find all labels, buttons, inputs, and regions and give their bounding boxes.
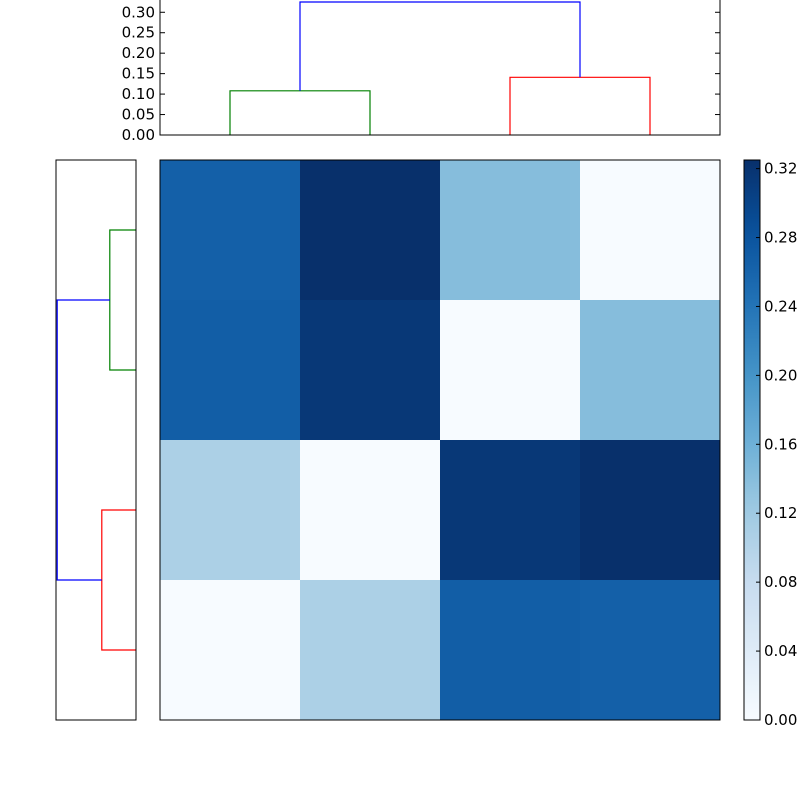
colorbar-tick-label: 0.12 [764,504,797,522]
colorbar-tick-label: 0.08 [764,573,797,591]
left-dendrogram-frame [55,159,137,721]
top-dendrogram-ytick-label: 0.15 [122,65,155,83]
left-dendrogram-link [56,299,110,581]
left-dendrogram-link [109,229,136,371]
heatmap-cell [160,300,301,441]
heatmap-cell [580,300,721,441]
top-dendrogram-ytick-label: 0.05 [122,106,155,124]
left-dendrogram [55,159,137,721]
top-dendrogram-frame [159,0,721,136]
colorbar-frame [743,159,761,721]
heatmap-cell [300,580,441,721]
heatmap-cell [440,160,581,301]
heatmap-cell [440,440,581,581]
heatmap-cell [160,160,301,301]
top-dendrogram-link [509,76,651,135]
heatmap-cell [300,300,441,441]
top-dendrogram-ytick-label: 0.00 [122,126,155,144]
colorbar-tick-label: 0.20 [764,366,797,384]
colorbar-gradient [744,160,760,720]
heatmap-cell [160,580,301,721]
heatmap-cell [580,580,721,721]
top-dendrogram-ytick-label: 0.20 [122,44,155,62]
top-dendrogram-ytick-label: 0.30 [122,3,155,21]
heatmap-cell [580,160,721,301]
colorbar-tick-label: 0.16 [764,435,797,453]
top-dendrogram: 0.00 0.05 0.10 0.15 0.20 0.25 0.30 [122,0,721,144]
heatmap-cell [440,580,581,721]
heatmap-cell [300,160,441,301]
top-dendrogram-ytick-label: 0.10 [122,85,155,103]
colorbar: 0.00 0.04 0.08 0.12 0.16 0.20 0.24 0.28 0.32 [743,159,797,729]
colorbar-tick-label: 0.04 [764,642,797,660]
heatmap [159,159,721,721]
colorbar-tick-label: 0.24 [764,297,797,315]
top-dendrogram-ytick-label: 0.25 [122,24,155,42]
top-dendrogram-link [229,90,371,135]
heatmap-cell [580,440,721,581]
top-dendrogram-link [299,1,581,91]
colorbar-tick-label: 0.32 [764,160,797,178]
heatmap-frame [159,159,721,721]
left-dendrogram-link [101,509,136,651]
heatmap-cell [160,440,301,581]
heatmap-cell [300,440,441,581]
heatmap-cell [440,300,581,441]
colorbar-tick-label: 0.28 [764,229,797,247]
colorbar-tick-label: 0.00 [764,711,797,729]
